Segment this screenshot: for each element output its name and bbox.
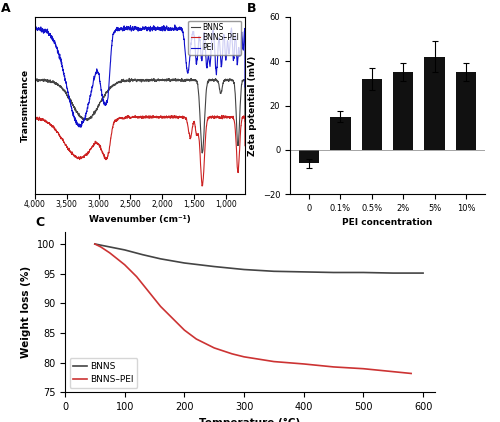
PEI [38, 25, 44, 30]
BNNS–PEI [32, 144, 38, 149]
Line: BNNS: BNNS [35, 78, 245, 153]
Bar [393, 72, 413, 150]
PEI [172, 22, 178, 27]
Bar [299, 150, 320, 163]
BNNS–PEI [300, 361, 306, 366]
Y-axis label: Transmittance: Transmittance [20, 69, 30, 142]
BNNS–PEI [146, 289, 152, 294]
Bar [456, 72, 476, 150]
BNNS–PEI [330, 364, 336, 369]
PEI [38, 24, 44, 30]
PEI [32, 84, 38, 89]
BNNS–PEI [211, 345, 217, 350]
BNNS–PEI [242, 143, 248, 148]
BNNS–PEI [170, 316, 175, 321]
BNNS–PEI [408, 371, 414, 376]
Line: PEI: PEI [35, 25, 245, 127]
BNNS [146, 78, 152, 84]
BNNS [420, 271, 426, 276]
Bar [330, 116, 350, 150]
BNNS–PEI [107, 250, 113, 255]
Text: B: B [247, 2, 256, 15]
BNNS [98, 243, 104, 248]
BNNS [122, 247, 128, 252]
BNNS–PEI [390, 369, 396, 374]
BNNS [38, 77, 44, 82]
BNNS [271, 269, 277, 274]
BNNS–PEI [145, 115, 151, 120]
Legend: BNNS, BNNS–PEI, PEI: BNNS, BNNS–PEI, PEI [188, 21, 241, 54]
BNNS–PEI [38, 117, 44, 122]
BNNS–PEI [182, 327, 188, 333]
BNNS–PEI [271, 359, 277, 364]
BNNS [140, 77, 146, 82]
BNNS–PEI [232, 118, 237, 123]
Legend: BNNS, BNNS–PEI: BNNS, BNNS–PEI [70, 358, 138, 388]
BNNS [32, 118, 38, 123]
BNNS–PEI [98, 244, 104, 249]
Bar [424, 57, 445, 150]
BNNS [242, 119, 248, 124]
PEI [140, 24, 146, 30]
BNNS [140, 252, 145, 257]
BNNS–PEI [219, 113, 225, 118]
Y-axis label: Zeta potential (mV): Zeta potential (mV) [248, 55, 257, 156]
BNNS–PEI [122, 262, 128, 267]
BNNS [158, 256, 164, 261]
BNNS–PEI [140, 114, 145, 119]
BNNS–PEI [194, 336, 200, 341]
BNNS [300, 269, 306, 274]
BNNS [76, 113, 82, 118]
BNNS [126, 76, 132, 81]
BNNS–PEI [158, 304, 164, 309]
X-axis label: PEI concentration: PEI concentration [342, 219, 432, 227]
PEI [146, 27, 152, 32]
Line: BNNS: BNNS [95, 244, 423, 273]
BNNS [199, 151, 205, 156]
Text: A: A [2, 2, 11, 15]
X-axis label: Temperature (°C): Temperature (°C) [200, 418, 300, 422]
PEI [76, 123, 82, 128]
Text: C: C [36, 216, 44, 229]
BNNS–PEI [229, 352, 235, 357]
BNNS–PEI [92, 241, 98, 246]
BNNS [182, 260, 188, 265]
BNNS–PEI [241, 354, 247, 360]
BNNS [390, 271, 396, 276]
BNNS–PEI [360, 366, 366, 371]
Bar [362, 79, 382, 150]
BNNS [330, 270, 336, 275]
Y-axis label: Weight loss (%): Weight loss (%) [22, 266, 32, 358]
BNNS–PEI [134, 274, 140, 279]
BNNS [211, 264, 217, 269]
Line: BNNS–PEI: BNNS–PEI [95, 244, 411, 373]
BNNS–PEI [199, 184, 205, 189]
BNNS–PEI [38, 117, 44, 122]
PEI [232, 50, 237, 55]
PEI [242, 84, 248, 89]
BNNS [232, 81, 237, 87]
X-axis label: Wavenumber (cm⁻¹): Wavenumber (cm⁻¹) [89, 215, 191, 224]
PEI [78, 124, 84, 130]
Line: BNNS–PEI: BNNS–PEI [35, 115, 245, 186]
BNNS [107, 244, 113, 249]
BNNS [241, 267, 247, 272]
BNNS–PEI [76, 156, 82, 161]
BNNS [38, 77, 44, 82]
BNNS [360, 270, 366, 275]
BNNS [92, 241, 98, 246]
